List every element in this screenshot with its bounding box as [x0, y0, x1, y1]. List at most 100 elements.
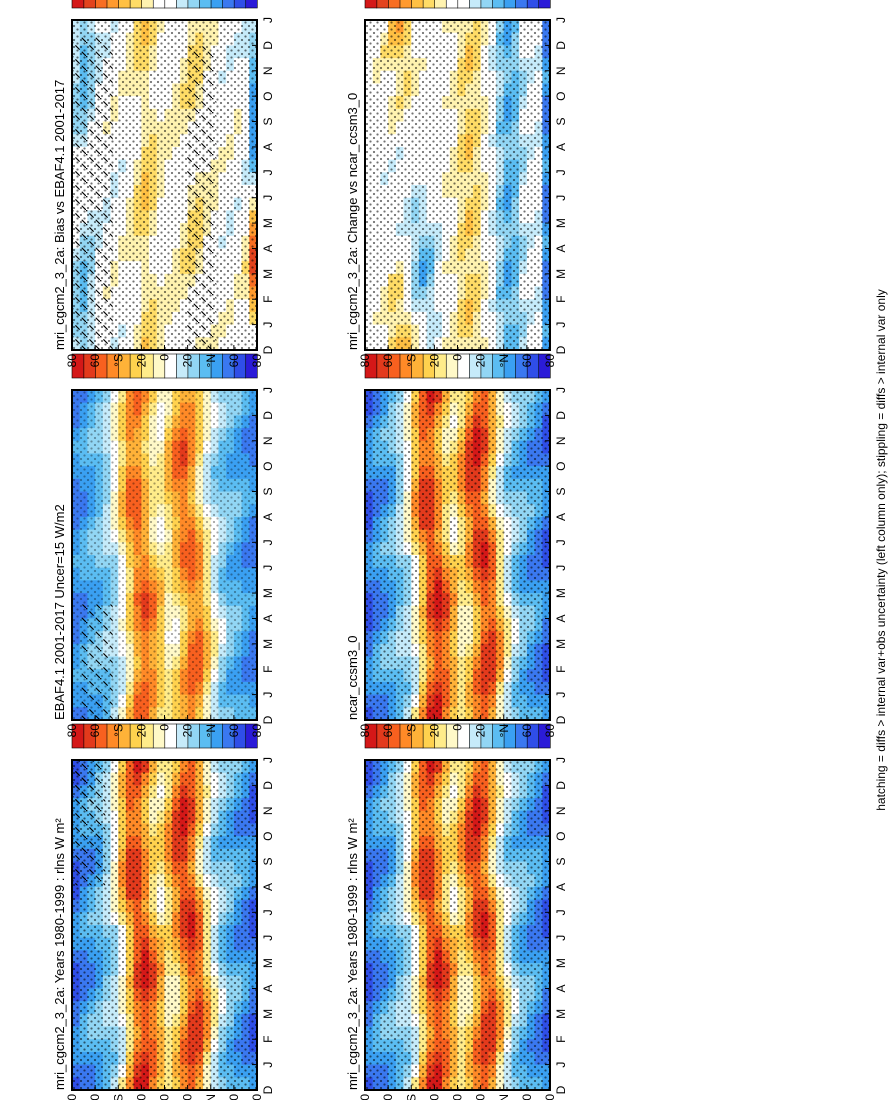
colorbar-swatch [491, 0, 505, 9]
colorbar-swatch [222, 0, 235, 9]
y-tick-label: 80 [250, 354, 264, 368]
y-tick-label: 20 [134, 724, 148, 738]
x-tick-label: N [554, 806, 568, 815]
hatching [186, 46, 217, 350]
x-tick-label: O [554, 461, 568, 470]
y-tick-label: 60 [227, 1094, 241, 1100]
colorbar-swatch [164, 0, 177, 9]
y-tick-label: °S [111, 354, 125, 367]
colorbar-swatch [71, 0, 85, 9]
y-tick-label: 20 [134, 354, 148, 368]
x-tick-label: F [554, 1036, 568, 1043]
y-tick-label: 80 [65, 1094, 79, 1100]
y-tick-label: 60 [381, 1094, 395, 1100]
colorbar-swatch [538, 0, 551, 9]
y-tick-label: 0 [158, 354, 172, 361]
x-tick-label: J [261, 169, 275, 175]
x-tick-label: M [554, 269, 568, 279]
x-tick-label: D [261, 715, 275, 724]
stippling [72, 760, 257, 1090]
x-tick-label: J [554, 539, 568, 545]
y-tick-label: 60 [88, 354, 102, 368]
x-tick-label: J [261, 195, 275, 201]
y-tick-label: 60 [381, 724, 395, 738]
colorbar-swatch [503, 0, 516, 9]
colorbar-swatch [399, 0, 412, 9]
x-tick-label: J [554, 17, 568, 23]
x-tick-label: O [261, 831, 275, 840]
y-tick-label: 80 [65, 354, 79, 368]
colorbar-swatch [141, 0, 154, 9]
x-tick-label: J [261, 565, 275, 571]
x-tick-label: A [554, 614, 568, 622]
x-tick-label: S [554, 858, 568, 866]
x-tick-label: M [261, 958, 275, 968]
panel-title: mri_cgcm2_3_2a: Years 1980-1999 : rlns W… [52, 818, 67, 1090]
x-tick-label: M [554, 1009, 568, 1019]
x-tick-label: A [554, 513, 568, 521]
y-tick-label: °N [204, 724, 218, 737]
y-tick-label: °S [404, 1094, 418, 1100]
x-tick-label: O [261, 91, 275, 100]
x-tick-label: A [554, 244, 568, 252]
x-tick-label: A [261, 513, 275, 521]
colorbar: -20-16-12-8-4048121620 [364, 0, 551, 9]
stippling [72, 390, 257, 720]
x-tick-label: F [261, 666, 275, 673]
x-tick-label: D [554, 1085, 568, 1094]
x-tick-label: J [554, 757, 568, 763]
y-tick-label: 60 [227, 724, 241, 738]
y-tick-label: 80 [358, 354, 372, 368]
x-tick-label: A [554, 984, 568, 992]
colorbar-swatch [526, 0, 540, 9]
x-tick-label: N [261, 436, 275, 445]
panel-title: EBAF4.1 2001-2017 Uncer=15 W/m2 [52, 504, 67, 720]
y-tick-label: 0 [451, 1094, 465, 1100]
panel-2: EBAF4.1 2001-2017 Uncer=15 W/m2 D J F M A M J J A… [52, 334, 275, 737]
colorbar-swatch [515, 0, 528, 9]
colorbar-swatch [83, 0, 96, 9]
hatching [72, 769, 95, 807]
y-tick-label: 60 [520, 1094, 534, 1100]
y-tick-label: °N [497, 354, 511, 367]
x-tick-label: M [261, 269, 275, 279]
x-tick-label: D [261, 781, 275, 790]
x-tick-label: J [554, 909, 568, 915]
x-tick-label: D [554, 345, 568, 354]
colorbar-swatch [410, 0, 424, 9]
y-tick-label: 20 [474, 724, 488, 738]
x-tick-label: M [261, 1009, 275, 1019]
colorbar-swatch [245, 0, 258, 9]
x-tick-label: J [261, 539, 275, 545]
panel-0: mri_cgcm2_3_2a: Years 1980-1999 : rlns W… [52, 704, 275, 1100]
x-tick-label: S [261, 858, 275, 866]
colorbar-swatch [152, 0, 166, 9]
y-tick-label: °S [404, 724, 418, 737]
x-tick-label: A [261, 244, 275, 252]
y-tick-label: °N [204, 1094, 218, 1100]
panel-title: mri_cgcm2_3_2a: Bias vs EBAF4.1 2001-201… [52, 80, 67, 350]
x-tick-label: J [554, 935, 568, 941]
colorbar-swatch [387, 0, 401, 9]
y-tick-label: 60 [520, 724, 534, 738]
x-tick-label: J [261, 17, 275, 23]
x-tick-label: J [261, 322, 275, 328]
colorbar-swatch [376, 0, 389, 9]
x-tick-label: J [261, 1062, 275, 1068]
colorbar-swatch [198, 0, 212, 9]
colorbar-swatch [233, 0, 247, 9]
x-tick-label: J [554, 1062, 568, 1068]
y-tick-label: 20 [427, 724, 441, 738]
x-tick-label: J [261, 909, 275, 915]
x-tick-label: A [261, 143, 275, 151]
y-tick-label: 60 [88, 724, 102, 738]
y-tick-label: 60 [227, 354, 241, 368]
x-tick-label: D [554, 781, 568, 790]
x-tick-label: D [261, 411, 275, 420]
x-tick-label: A [261, 984, 275, 992]
y-tick-label: °N [497, 1094, 511, 1100]
y-tick-label: 60 [88, 1094, 102, 1100]
x-tick-label: M [554, 639, 568, 649]
y-tick-label: 80 [250, 724, 264, 738]
x-tick-label: S [261, 488, 275, 496]
